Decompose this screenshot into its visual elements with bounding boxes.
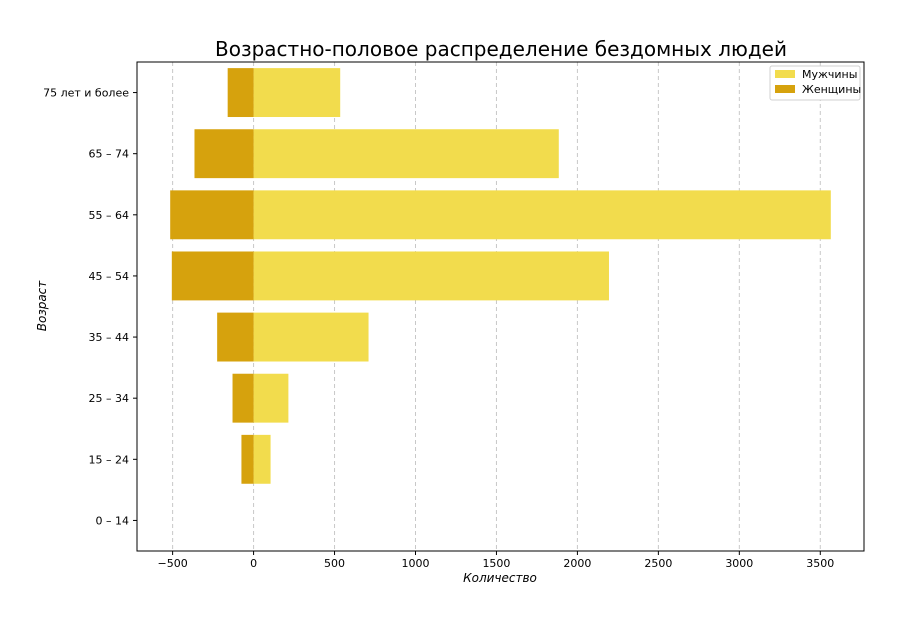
x-tick-label: 3000 [725,557,753,570]
x-tick-label: 500 [324,557,345,570]
legend-label-men: Мужчины [802,68,857,81]
y-tick-label: 0 – 14 [96,514,130,527]
bar-men-4 [253,251,609,301]
bar-women-5 [170,190,254,240]
x-axis: −500 0 500 1000 1500 2000 2500 3000 3500 [158,551,834,570]
y-tick-label: 75 лет и более [43,87,129,100]
bar-men-1 [253,434,271,484]
x-axis-label: Количество [463,571,537,585]
y-tick-label: 25 – 34 [89,392,130,405]
y-tick-label: 65 – 74 [89,148,130,161]
bars [170,68,831,484]
x-tick-label: 1500 [482,557,510,570]
x-tick-label: 1000 [401,557,429,570]
y-tick-label: 45 – 54 [89,270,130,283]
bar-men-2 [253,373,289,423]
y-axis: 0 – 14 15 – 24 25 – 34 35 – 44 45 – 54 55 – 6… [43,87,137,527]
y-tick-label: 55 – 64 [89,209,130,222]
bar-men-7 [253,68,341,118]
legend-swatch-women [775,85,795,93]
bar-men-5 [253,190,831,240]
x-tick-label: −500 [158,557,188,570]
legend: Мужчины Женщины [769,65,861,101]
legend-swatch-men [775,70,795,78]
y-axis-label: Возраст [35,280,49,332]
x-tick-label: 3500 [806,557,834,570]
x-tick-label: 2500 [644,557,672,570]
legend-label-women: Женщины [802,83,861,96]
bar-women-4 [171,251,254,301]
bar-women-1 [241,434,254,484]
x-tick-label: 0 [250,557,257,570]
plot-frame [136,61,865,552]
bar-women-2 [232,373,254,423]
bar-men-3 [253,312,369,362]
bar-women-7 [227,68,254,118]
bar-women-6 [194,129,254,179]
bar-women-3 [217,312,254,362]
x-tick-label: 2000 [563,557,591,570]
chart-title: Возрастно-половое распределение бездомны… [215,37,787,61]
y-tick-label: 35 – 44 [89,331,130,344]
y-tick-label: 15 – 24 [89,453,130,466]
bar-men-6 [253,129,559,179]
